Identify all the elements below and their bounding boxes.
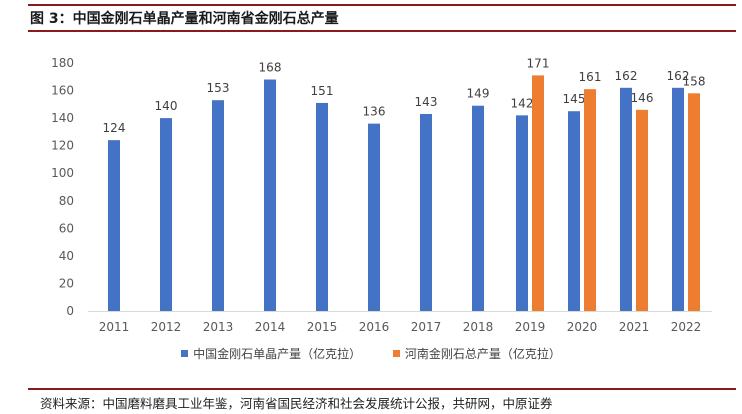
- x-tick-label: 2020: [567, 320, 598, 334]
- y-tick-label: 100: [51, 166, 74, 180]
- data-label-series-1-2018: 149: [467, 87, 490, 101]
- x-tick-label: 2022: [671, 320, 702, 334]
- legend-item-series-2: 河南金刚石总产量（亿克拉）: [392, 345, 561, 362]
- y-tick-label: 180: [51, 56, 74, 70]
- data-label-series-1-2014: 168: [259, 61, 282, 75]
- legend-label-series-2: 河南金刚石总产量（亿克拉）: [404, 347, 561, 361]
- data-label-series-1-2019: 142: [511, 96, 534, 110]
- y-tick-label: 80: [59, 194, 74, 208]
- data-label-series-1-2011: 124: [103, 121, 126, 135]
- data-label-series-1-2013: 153: [207, 81, 230, 95]
- source-note: 资料来源：中国磨料磨具工业年鉴，河南省国民经济和社会发展统计公报，共研网，中原证…: [40, 396, 553, 411]
- bar-series-2-2022: [688, 93, 700, 311]
- y-tick-label: 160: [51, 84, 74, 98]
- figure-title: 图 3：中国金刚石单晶产量和河南省金刚石总产量: [30, 11, 339, 27]
- data-label-series-1-2022: 162: [667, 69, 690, 83]
- legend-item-series-1: 中国金刚石单晶产量（亿克拉）: [181, 345, 361, 362]
- bar-series-2-2021: [636, 109, 648, 311]
- legend-swatch-series-1: [181, 350, 189, 357]
- y-tick-label: 120: [51, 139, 74, 153]
- header-rule-bottom: [28, 30, 736, 32]
- bar-series-1-2012: [160, 118, 172, 311]
- bar-series-1-2014: [264, 79, 276, 312]
- x-tick-label: 2017: [411, 320, 442, 334]
- data-label-series-1-2012: 140: [155, 99, 178, 113]
- y-tick-label: 140: [51, 111, 74, 125]
- x-tick-label: 2015: [307, 320, 338, 334]
- x-tick-label: 2021: [619, 320, 650, 334]
- footer-rule: [28, 388, 736, 390]
- bar-series-1-2015: [316, 102, 328, 311]
- y-tick-label: 0: [66, 304, 74, 318]
- x-tick-label: 2011: [99, 320, 130, 334]
- data-label-series-2-2021: 146: [631, 91, 654, 105]
- header-rule-top: [28, 4, 736, 6]
- bar-series-2-2019: [532, 75, 544, 312]
- bar-series-1-2016: [368, 123, 380, 311]
- x-tick-label: 2016: [359, 320, 390, 334]
- legend-label-series-1: 中国金刚石单晶产量（亿克拉）: [193, 347, 362, 361]
- y-tick-label: 20: [59, 276, 74, 290]
- x-tick-label: 2013: [203, 320, 234, 334]
- data-label-series-1-2015: 151: [311, 84, 334, 98]
- bar-series-1-2021: [620, 87, 632, 311]
- data-label-series-1-2017: 143: [415, 95, 438, 109]
- bar-series-1-2019: [516, 115, 528, 311]
- data-label-series-2-2022: 158: [683, 74, 706, 88]
- x-tick-label: 2014: [255, 320, 286, 334]
- legend-swatch-series-2: [392, 350, 400, 357]
- data-label-series-1-2021: 162: [615, 69, 638, 83]
- chart-legend: 中国金刚石单晶产量（亿克拉） 河南金刚石总产量（亿克拉）: [0, 345, 742, 362]
- y-tick-label: 40: [59, 249, 74, 263]
- bar-series-1-2020: [568, 111, 580, 311]
- bar-series-1-2011: [108, 140, 120, 311]
- data-label-series-1-2020: 145: [563, 92, 586, 106]
- bar-series-1-2013: [212, 100, 224, 311]
- data-label-series-2-2019: 171: [527, 56, 550, 70]
- bar-series-2-2020: [584, 89, 596, 311]
- bar-series-1-2018: [472, 105, 484, 311]
- x-tick-label: 2012: [151, 320, 182, 334]
- x-tick-label: 2018: [463, 320, 494, 334]
- bar-series-1-2022: [672, 87, 684, 311]
- bar-series-1-2017: [420, 113, 432, 311]
- y-tick-label: 60: [59, 221, 74, 235]
- data-label-series-1-2016: 136: [363, 105, 386, 119]
- data-label-series-2-2020: 161: [579, 70, 602, 84]
- x-tick-label: 2019: [515, 320, 546, 334]
